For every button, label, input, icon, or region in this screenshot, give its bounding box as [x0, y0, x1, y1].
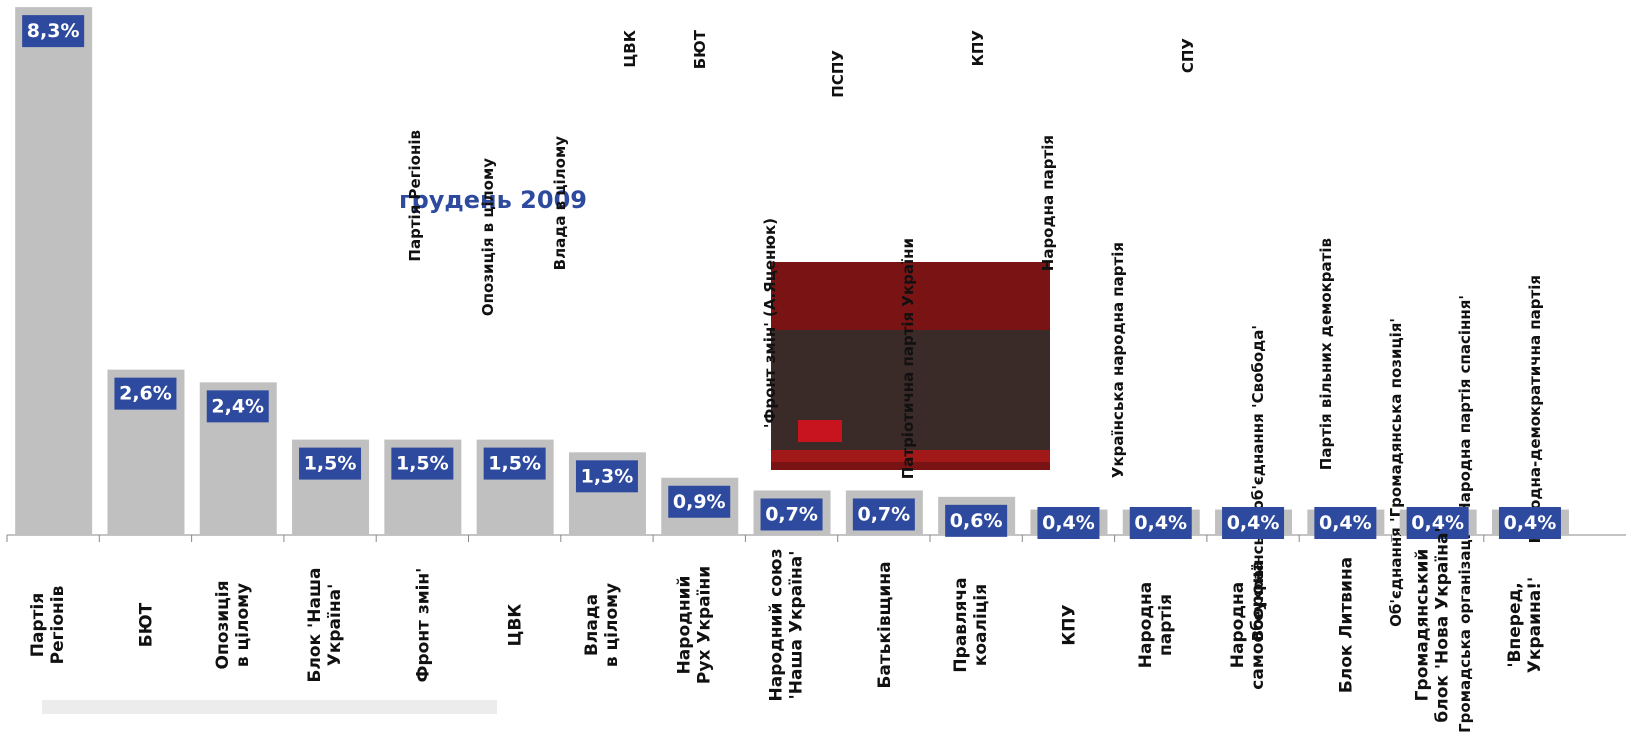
value-label-box	[114, 377, 177, 410]
x-tick-label: Батьківщина	[875, 561, 895, 688]
value-label-box	[1129, 507, 1192, 539]
annotation: Об'єднання 'Громадянська позиція'	[1387, 318, 1405, 627]
x-tick-label: Опозиціяв цілому	[213, 580, 253, 669]
x-tick-label: Народнапартія	[1136, 582, 1176, 669]
annotation: Народна-демократична партія	[1526, 275, 1544, 543]
x-tick-label: Блок 'НашаУкраїна'	[305, 568, 345, 683]
annotation: Всеукраїнське об'єднання 'Свобода'	[1249, 325, 1267, 641]
value-label: 2,4%	[211, 395, 264, 417]
x-tick-label: Фронт змін'	[413, 568, 433, 683]
value-label: 0,4%	[1042, 512, 1095, 534]
annotation: ЦВК	[621, 29, 639, 67]
x-tick-label: ЦВК	[506, 604, 526, 647]
annotation: Опозиція в цілому	[479, 158, 497, 316]
x-tick-label: Народнасамооборона	[1228, 560, 1268, 689]
value-label-box	[206, 390, 269, 423]
value-label-box	[1037, 507, 1100, 539]
value-label: 8,3%	[27, 20, 80, 42]
value-label: 0,4%	[1504, 512, 1557, 534]
value-label: 1,5%	[396, 453, 449, 475]
value-label: 0,4%	[1411, 512, 1464, 534]
value-label: 0,6%	[950, 510, 1003, 532]
value-label: 1,5%	[488, 453, 541, 475]
value-label: 0,4%	[1227, 512, 1280, 534]
annotation: СПУ	[1179, 38, 1197, 74]
annotation: Партія вільних демократів	[1317, 238, 1335, 470]
subtitle: грудень 2009	[399, 186, 587, 214]
scroll-strip	[42, 700, 497, 714]
x-tick-label: БЮТ	[136, 602, 156, 647]
value-label-box	[1314, 507, 1377, 539]
value-label: 0,7%	[765, 503, 818, 525]
value-label-box	[22, 15, 85, 48]
value-label-box	[1498, 507, 1561, 539]
annotation: 'Фронт змін' (А.Яценюк)	[761, 218, 779, 428]
x-tick-label: Правлячакоаліція	[951, 577, 991, 672]
x-tick-label: Громадянськийблок 'Нова Україна'	[1413, 527, 1453, 722]
x-tick-label: ПартіяРегіонів	[28, 585, 68, 664]
value-label-box	[483, 447, 546, 480]
value-label: 1,3%	[581, 465, 634, 487]
value-label: 0,9%	[673, 491, 726, 513]
annotation: Патріотична партія України	[899, 238, 917, 479]
x-tick-label: КПУ	[1059, 604, 1079, 645]
x-tick-label: Блок Литвина	[1336, 557, 1356, 693]
annotation: Народна партія	[1039, 135, 1057, 271]
annotation: Влада в цілому	[551, 136, 569, 271]
value-label-box	[760, 498, 823, 531]
annotation: БЮТ	[691, 29, 709, 69]
value-label-box	[575, 460, 638, 493]
bar	[15, 7, 93, 536]
value-label-box	[391, 447, 454, 480]
value-label-box	[1222, 507, 1285, 539]
annotation: КПУ	[969, 30, 987, 67]
value-label: 0,4%	[1319, 512, 1372, 534]
value-label-box	[668, 485, 731, 518]
value-label: 0,4%	[1134, 512, 1187, 534]
value-label: 0,7%	[857, 503, 910, 525]
value-label-box	[299, 447, 362, 480]
value-label-box	[945, 504, 1008, 537]
annotation: Українська народна партія	[1109, 242, 1127, 478]
value-label-box	[1406, 507, 1469, 539]
x-tick-label: 'Вперед,Украина!'	[1505, 577, 1545, 673]
annotation: Партія Регіонів	[406, 130, 424, 262]
value-label: 1,5%	[304, 453, 357, 475]
value-label: 2,6%	[119, 383, 172, 405]
annotation: ПСПУ	[829, 50, 847, 98]
value-label-box	[852, 498, 915, 531]
x-tick-label: НароднийРух України	[674, 566, 714, 684]
x-tick-label: Владав цілому	[582, 583, 622, 667]
photo	[771, 262, 1050, 470]
x-tick-label: Народний союз'Наша Україна'	[767, 549, 807, 702]
